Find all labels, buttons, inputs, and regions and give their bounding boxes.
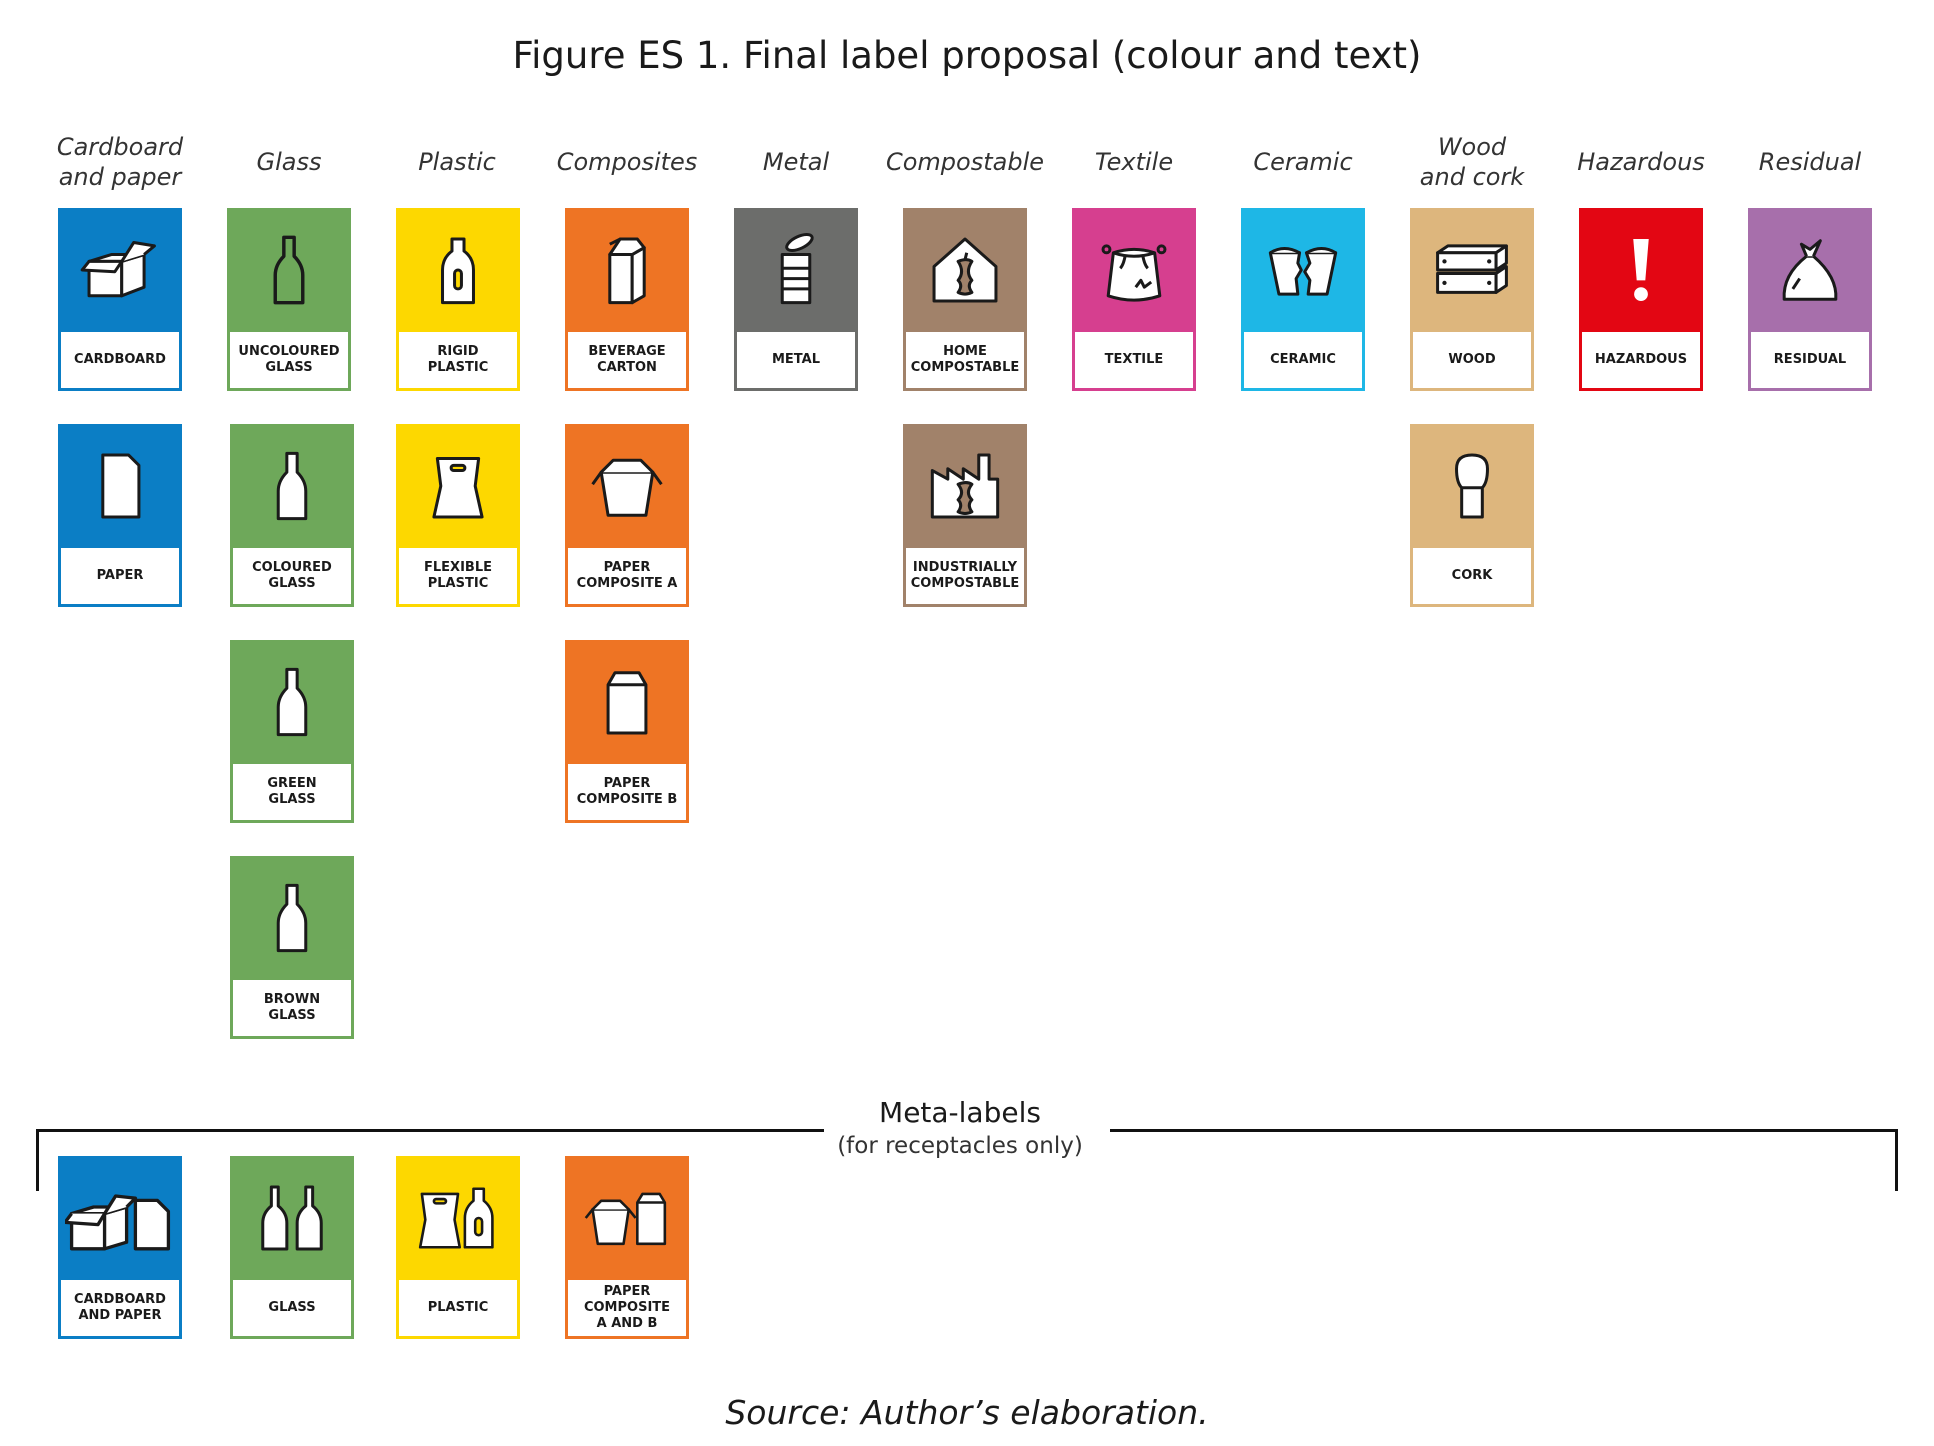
bottle-icon: [230, 856, 354, 980]
label-card-textile: TEXTILE: [1072, 208, 1196, 391]
meta-card-paper-composite-a-and-b: PAPER COMPOSITE A AND B: [565, 1156, 689, 1339]
label-text: BROWN GLASS: [263, 992, 321, 1023]
takeaway-box-icon: [565, 424, 689, 548]
label-card-home-compostable: HOME COMPOSTABLE: [903, 208, 1027, 391]
meta-card-cardboard-and-paper: CARDBOARD AND PAPER: [58, 1156, 182, 1339]
meta-bracket-right-end: [1895, 1129, 1898, 1191]
wooden-crate-icon: [1410, 208, 1534, 332]
box-and-paper-icon: [58, 1156, 182, 1280]
label-text: WOOD: [1448, 352, 1496, 367]
meta-bracket-right: [1110, 1129, 1898, 1132]
meta-bracket-left-end: [36, 1129, 39, 1191]
label-text: UNCOLOURED GLASS: [238, 344, 340, 375]
label-text: HAZARDOUS: [1594, 352, 1688, 367]
label-text: COLOURED GLASS: [252, 560, 332, 591]
label-card-ceramic: CERAMIC: [1241, 208, 1365, 391]
label-card-uncoloured-glass: UNCOLOURED GLASS: [227, 208, 351, 391]
meta-labels-subtitle: (for receptacles only): [837, 1133, 1083, 1159]
cloth-bag-icon: [1072, 208, 1196, 332]
category-header-cardboard-paper: Cardboard and paper: [56, 133, 184, 191]
label-card-beverage-carton: BEVERAGE CARTON: [565, 208, 689, 391]
label-card-paper-composite-b: PAPER COMPOSITE B: [565, 640, 689, 823]
label-card-paper-composite-a: PAPER COMPOSITE A: [565, 424, 689, 607]
label-text: CARDBOARD: [74, 352, 166, 367]
label-text: HOME COMPOSTABLE: [910, 344, 1020, 375]
label-text: GLASS: [268, 1300, 316, 1315]
meta-card-glass: GLASS: [230, 1156, 354, 1339]
bottle-icon: [230, 424, 354, 548]
figure-source: Source: Author’s elaboration.: [725, 1393, 1209, 1432]
meta-bracket-left: [36, 1129, 824, 1132]
plastic-bottle-icon: [396, 208, 520, 332]
figure-title: Figure ES 1. Final label proposal (colou…: [512, 34, 1422, 77]
label-card-wood: WOOD: [1410, 208, 1534, 391]
label-text: CERAMIC: [1270, 352, 1336, 367]
label-text: CARDBOARD AND PAPER: [74, 1292, 166, 1323]
exclamation-icon: [1579, 208, 1703, 332]
label-text: METAL: [771, 352, 821, 367]
bottle-icon: [230, 640, 354, 764]
category-header-residual: Residual: [1758, 148, 1862, 176]
label-card-hazardous: HAZARDOUS: [1579, 208, 1703, 391]
factory-apple-core-icon: [903, 424, 1027, 548]
trash-bag-icon: [1748, 208, 1872, 332]
category-header-compostable: Compostable: [885, 148, 1045, 176]
label-text: PLASTIC: [427, 1300, 489, 1315]
label-text: TEXTILE: [1104, 352, 1164, 367]
paper-bag-icon: [565, 640, 689, 764]
bag-and-bottle-icon: [396, 1156, 520, 1280]
bottle-outline-icon: [227, 208, 351, 332]
label-text: GREEN GLASS: [267, 776, 317, 807]
label-text: PAPER COMPOSITE A AND B: [583, 1284, 671, 1331]
two-bottles-icon: [230, 1156, 354, 1280]
label-card-flexible-plastic: FLEXIBLE PLASTIC: [396, 424, 520, 607]
home-apple-core-icon: [903, 208, 1027, 332]
cardboard-box-icon: [58, 208, 182, 332]
category-header-composites: Composites: [556, 148, 698, 176]
label-card-metal: METAL: [734, 208, 858, 391]
label-text: FLEXIBLE PLASTIC: [424, 560, 492, 591]
box-and-bag-icon: [565, 1156, 689, 1280]
label-card-brown-glass: BROWN GLASS: [230, 856, 354, 1039]
label-card-cardboard: CARDBOARD: [58, 208, 182, 391]
label-card-cork: CORK: [1410, 424, 1534, 607]
tin-can-icon: [734, 208, 858, 332]
label-text: BEVERAGE CARTON: [588, 344, 666, 375]
label-card-residual: RESIDUAL: [1748, 208, 1872, 391]
label-card-green-glass: GREEN GLASS: [230, 640, 354, 823]
cork-icon: [1410, 424, 1534, 548]
category-header-metal: Metal: [762, 148, 830, 176]
meta-labels-title: Meta-labels: [879, 1096, 1041, 1129]
category-header-wood-cork: Wood and cork: [1419, 133, 1525, 191]
label-text: RIGID PLASTIC: [427, 344, 489, 375]
broken-cup-icon: [1241, 208, 1365, 332]
label-card-paper: PAPER: [58, 424, 182, 607]
category-header-textile: Textile: [1094, 148, 1174, 176]
beverage-carton-icon: [565, 208, 689, 332]
label-text: INDUSTRIALLY COMPOSTABLE: [910, 560, 1020, 591]
label-card-rigid-plastic: RIGID PLASTIC: [396, 208, 520, 391]
paper-sheet-icon: [58, 424, 182, 548]
category-header-ceramic: Ceramic: [1253, 148, 1353, 176]
category-header-hazardous: Hazardous: [1577, 148, 1705, 176]
category-header-glass: Glass: [256, 148, 322, 176]
label-text: PAPER COMPOSITE A: [576, 560, 678, 591]
label-card-industrially-compostable: INDUSTRIALLY COMPOSTABLE: [903, 424, 1027, 607]
label-card-coloured-glass: COLOURED GLASS: [230, 424, 354, 607]
label-text: PAPER: [96, 568, 144, 583]
meta-card-plastic: PLASTIC: [396, 1156, 520, 1339]
label-text: CORK: [1451, 568, 1493, 583]
label-text: PAPER COMPOSITE B: [576, 776, 678, 807]
plastic-bag-icon: [396, 424, 520, 548]
category-header-plastic: Plastic: [418, 148, 496, 176]
label-text: RESIDUAL: [1773, 352, 1847, 367]
